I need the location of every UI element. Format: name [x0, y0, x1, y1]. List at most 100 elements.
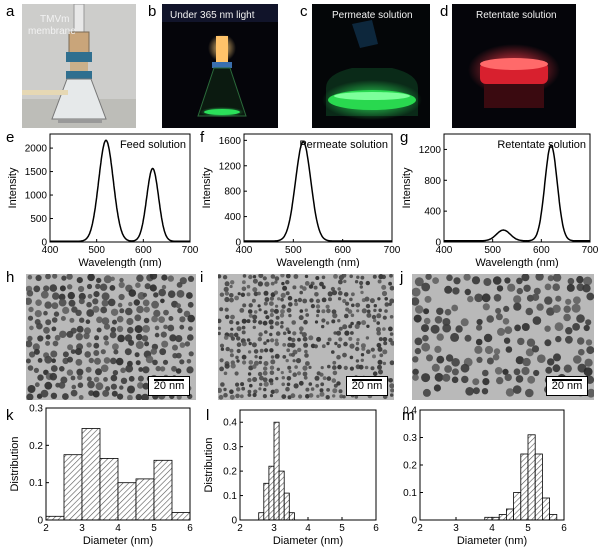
nanoparticle	[377, 346, 383, 352]
nanoparticle	[381, 284, 387, 290]
nanoparticle	[332, 394, 336, 398]
nanoparticle	[376, 327, 381, 332]
nanoparticle	[576, 314, 585, 323]
nanoparticle	[521, 274, 530, 282]
nanoparticle	[343, 292, 349, 297]
panel-label-k: k	[6, 407, 14, 424]
nanoparticle	[415, 305, 424, 314]
nanoparticle	[583, 324, 590, 332]
nanoparticle	[85, 366, 92, 373]
nanoparticle	[356, 275, 360, 279]
nanoparticle	[304, 308, 308, 312]
nanoparticle	[442, 318, 451, 326]
nanoparticle	[288, 369, 292, 374]
nanoparticle	[304, 281, 310, 286]
nanoparticle	[141, 335, 149, 342]
nanoparticle	[359, 280, 364, 286]
nanoparticle	[544, 296, 553, 305]
nanoparticle	[287, 336, 292, 341]
nanoparticle	[77, 382, 84, 388]
nanoparticle	[61, 275, 67, 281]
nanoparticle	[481, 388, 489, 395]
nanoparticle	[369, 298, 375, 304]
nanoparticle	[126, 317, 134, 326]
nanoparticle	[389, 274, 393, 278]
nanoparticle	[248, 274, 253, 280]
chart-title-e: Feed solution	[120, 139, 186, 151]
nanoparticle	[36, 322, 43, 330]
nanoparticle	[109, 331, 117, 339]
nanoparticle	[246, 319, 251, 324]
nanoparticle	[414, 337, 423, 346]
nanoparticle	[331, 309, 337, 315]
nanoparticle	[118, 281, 125, 289]
nanoparticle	[235, 393, 240, 399]
nanoparticle	[338, 389, 343, 394]
y-tick-label-l: 0.2	[223, 467, 237, 478]
nanoparticle	[134, 314, 142, 322]
nanoparticle	[69, 317, 75, 323]
nanoparticle	[51, 302, 59, 310]
nanoparticle	[77, 374, 83, 380]
nanoparticle	[50, 392, 58, 399]
nanoparticle	[384, 297, 388, 301]
nanoparticle	[87, 274, 95, 282]
histogram-bar-m-8	[541, 497, 550, 521]
nanoparticle	[421, 282, 431, 292]
nanoparticle	[287, 365, 292, 370]
x-axis-label-l: Diameter (nm)	[273, 535, 343, 547]
y-tick-label-g: 0	[435, 238, 441, 249]
nanoparticle	[515, 375, 524, 383]
nanoparticle	[547, 358, 555, 366]
nanoparticle	[219, 307, 224, 312]
nanoparticle	[525, 348, 534, 357]
nanoparticle	[229, 394, 235, 400]
nanoparticle	[322, 376, 327, 381]
nanoparticle	[482, 303, 490, 311]
x-tick-label-l: 5	[339, 523, 345, 534]
nanoparticle	[218, 326, 222, 330]
nanoparticle	[338, 326, 343, 331]
panel-label-f: f	[200, 129, 205, 146]
nanoparticle	[333, 383, 338, 388]
panel-label-l: l	[206, 407, 210, 424]
y-tick-label-f: 1600	[219, 136, 242, 147]
nanoparticle	[50, 350, 58, 358]
nanoparticle	[247, 377, 252, 383]
nanoparticle	[218, 394, 224, 400]
nanoparticle	[327, 337, 332, 342]
y-tick-label-m: 0.2	[403, 461, 417, 472]
nanoparticle	[502, 318, 510, 325]
nanoparticle	[143, 317, 150, 324]
nanoparticle	[219, 366, 224, 372]
nanoparticle	[308, 365, 312, 369]
nanoparticle	[314, 292, 319, 297]
nanoparticle	[229, 319, 234, 325]
nanoparticle	[292, 285, 297, 290]
y-axis-label-k: Distribution	[9, 436, 21, 491]
nanoparticle	[252, 287, 258, 293]
nanoparticle	[305, 313, 310, 317]
nanoparticle	[241, 354, 247, 360]
nanoparticle	[450, 332, 460, 342]
nanoparticle	[109, 285, 116, 291]
y-axis-label-e: Intensity	[7, 167, 19, 208]
nanoparticle	[280, 274, 285, 278]
nanoparticle	[381, 290, 388, 297]
nanoparticle	[252, 278, 258, 284]
nanoparticle	[142, 382, 150, 390]
nanoparticle	[376, 313, 382, 319]
nanoparticle	[298, 315, 304, 321]
nanoparticle	[555, 295, 562, 302]
nanoparticle	[382, 361, 387, 366]
nanoparticle	[74, 347, 83, 356]
nanoparticle	[316, 314, 320, 318]
nanoparticle	[119, 385, 124, 390]
nanoparticle	[76, 368, 84, 376]
nanoparticle	[451, 376, 459, 384]
nanoparticle	[563, 305, 571, 313]
nanoparticle	[236, 326, 242, 332]
nanoparticle	[586, 292, 594, 301]
nanoparticle	[360, 275, 365, 280]
